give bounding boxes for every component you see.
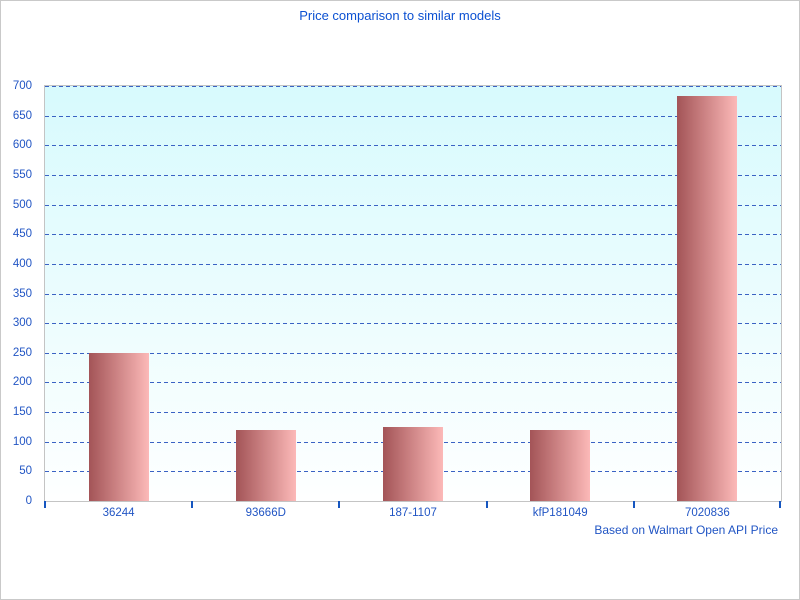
x-axis-tick (779, 501, 781, 508)
y-axis-tick-label: 500 (12, 198, 32, 211)
x-axis-tick (338, 501, 341, 508)
chart-title: Price comparison to similar models (299, 8, 501, 23)
bar-kfP181049 (530, 429, 591, 501)
y-axis-tick-label: 50 (19, 465, 32, 478)
chart-caption: Based on Walmart Open API Price (594, 523, 778, 537)
x-axis-labels: 36244 93666D 187-1107 kfP181049 7020836 (45, 507, 781, 523)
y-axis-tick-label: 400 (12, 257, 32, 270)
gridline-250 (45, 352, 781, 354)
gridline-400 (45, 263, 781, 265)
y-axis-tick-label: 250 (12, 346, 32, 359)
gridline-150 (45, 412, 781, 414)
y-axis-tick-label: 100 (12, 435, 32, 448)
x-axis-category-label: 93666D (245, 507, 286, 519)
gridline-300 (45, 323, 781, 325)
x-axis-tick (44, 501, 46, 508)
y-axis-tick-label: 550 (12, 168, 32, 181)
x-axis-tick (485, 501, 488, 508)
x-axis-tick (632, 501, 635, 508)
bar-7020836 (677, 96, 738, 501)
bar-36244 (88, 352, 149, 501)
y-axis-tick-label: 650 (12, 109, 32, 122)
y-axis-tick-label: 350 (12, 287, 32, 300)
gridline-450 (45, 234, 781, 236)
y-axis-tick-label: 150 (12, 406, 32, 419)
y-axis-tick-label: 450 (12, 228, 32, 241)
gridline-550 (45, 174, 781, 176)
bar-93666D (235, 429, 296, 501)
gridline-700 (45, 86, 781, 87)
gridline-600 (45, 145, 781, 147)
x-axis-category-label: kfP181049 (532, 507, 588, 519)
plot-area (44, 85, 782, 508)
y-axis-labels: 0 50 100 150 200 250 300 350 400 450 500 550 600 650 7… (1, 80, 32, 507)
y-axis-tick-label: 0 (25, 495, 32, 507)
gridline-350 (45, 293, 781, 295)
gridline-500 (45, 204, 781, 206)
x-axis-category-label: 187-1107 (389, 507, 437, 519)
y-axis-tick-label: 600 (12, 139, 32, 152)
bar-187-1107 (383, 426, 443, 501)
gridline-200 (45, 382, 781, 384)
x-axis-category-label: 36244 (102, 507, 135, 519)
x-axis-category-label: 7020836 (685, 507, 730, 519)
y-axis-tick-label: 300 (12, 317, 32, 330)
gridline-650 (45, 115, 781, 117)
x-axis-tick (191, 501, 194, 508)
y-axis-tick-label: 200 (12, 376, 32, 389)
y-axis-tick-label: 700 (12, 80, 32, 92)
